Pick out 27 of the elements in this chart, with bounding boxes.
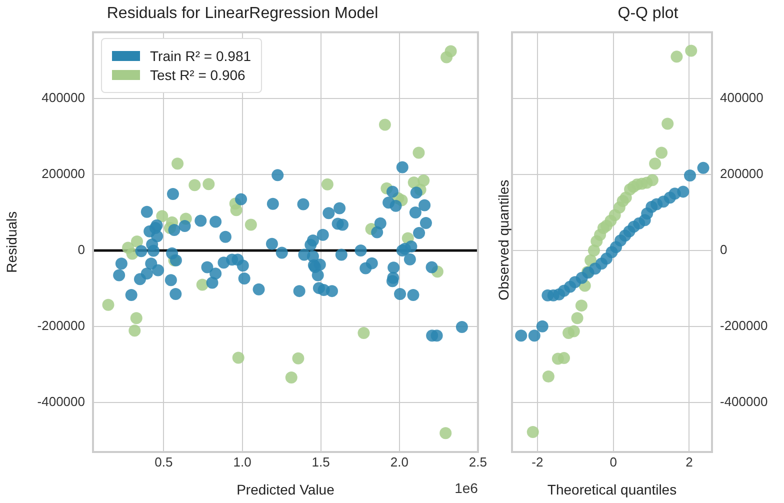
y-tick-label: -400000	[720, 394, 768, 409]
y-tick-label: -200000	[37, 318, 85, 333]
x-axis-title: Predicted Value	[236, 481, 335, 498]
x-axis-title: Theoretical quantiles	[547, 481, 677, 498]
x-tick-label: 2.5	[468, 454, 488, 470]
x-tick-label: 1.0	[233, 454, 252, 470]
y-tick-label: -200000	[720, 318, 768, 333]
x-tick-label: 1.5	[312, 454, 330, 470]
y-axis-title: Residuals	[3, 211, 20, 273]
x-tick-label: 0	[610, 454, 617, 470]
x-tick-label: -2	[532, 454, 544, 470]
y-tick-label: 0	[720, 242, 728, 258]
x-tick-label: 2	[686, 454, 693, 470]
y-tick-label: 200000	[42, 166, 85, 182]
chart-title: Q-Q plot	[618, 5, 679, 22]
y-tick-label: 400000	[720, 90, 764, 106]
legend-label: Train R² = 0.981	[150, 48, 252, 64]
chart-title: Residuals for LinearRegression Model	[106, 5, 378, 22]
y-axis-title: Observed quantiles	[494, 180, 511, 300]
y-tick-label: 0	[78, 242, 85, 258]
y-tick-label: -400000	[37, 394, 85, 409]
y-tick-label: 200000	[720, 166, 764, 182]
y-tick-label: 400000	[42, 90, 85, 106]
x-tick-label: 2.0	[390, 454, 408, 470]
x-tick-label: 0.5	[154, 454, 173, 470]
legend-label: Test R² = 0.906	[150, 67, 246, 83]
text: 1e6	[454, 480, 478, 496]
